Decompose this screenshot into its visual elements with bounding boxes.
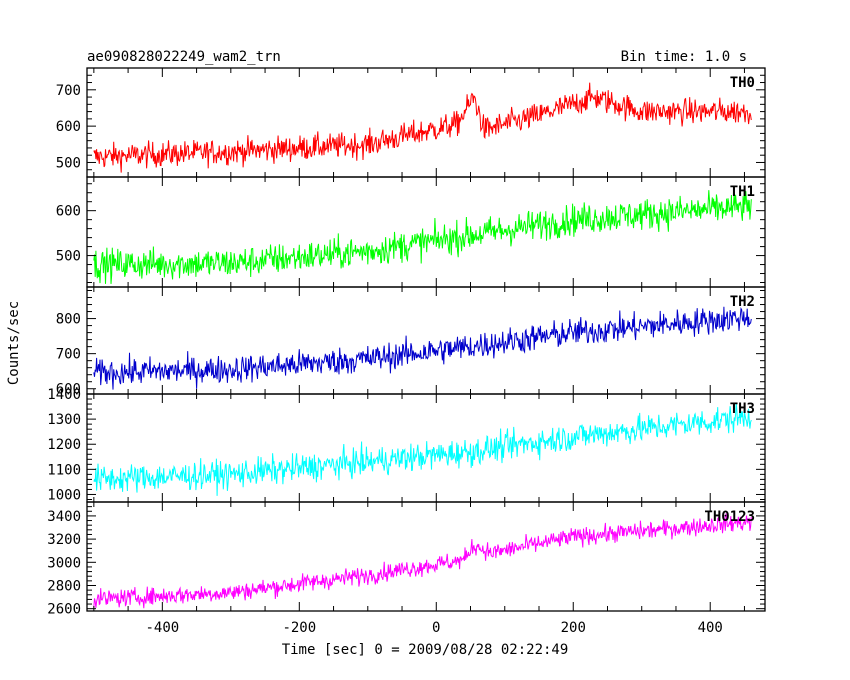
y-tick-label: 1400 xyxy=(47,387,81,403)
x-tick-label: -200 xyxy=(282,620,316,636)
panels-group: 500 600 700 TH0 500 600 TH1 600 700 800 TH2 1000 110… xyxy=(47,67,766,636)
x-tick-label: -400 xyxy=(145,620,179,636)
y-tick-label: 600 xyxy=(56,204,81,220)
y-tick-label: 2800 xyxy=(47,578,81,594)
x-tick-label: 0 xyxy=(432,620,440,636)
panel-label-th2: TH2 xyxy=(730,294,755,310)
y-tick-label: 600 xyxy=(56,382,81,398)
series-th1 xyxy=(93,190,752,284)
y-axis-label: Counts/sec xyxy=(6,301,22,385)
y-tick-label: 3000 xyxy=(47,555,81,571)
series-th0123 xyxy=(93,513,752,609)
series-th3 xyxy=(93,402,752,496)
panel-label-th3: TH3 xyxy=(730,401,755,417)
y-tick-label: 1000 xyxy=(47,487,81,503)
panel-label-th1: TH1 xyxy=(730,184,755,200)
y-tick-label: 3400 xyxy=(47,509,81,525)
panel-frame-th2 xyxy=(86,286,766,395)
y-tick-label: 500 xyxy=(56,249,81,265)
y-tick-label: 800 xyxy=(56,312,81,328)
y-tick-label: 600 xyxy=(56,119,81,135)
panel-frame-th0 xyxy=(86,67,766,178)
y-tick-label: 3200 xyxy=(47,532,81,548)
y-tick-label: 700 xyxy=(56,347,81,363)
x-axis-label: Time [sec] 0 = 2009/08/28 02:22:49 xyxy=(282,642,569,658)
x-tick-label: 200 xyxy=(561,620,586,636)
y-tick-label: 1200 xyxy=(47,437,81,453)
bin-time-label: Bin time: 1.0 s xyxy=(621,49,747,65)
y-tick-label: 700 xyxy=(56,83,81,99)
y-tick-label: 1100 xyxy=(47,462,81,478)
x-tick-label: 400 xyxy=(698,620,723,636)
chart-title: ae090828022249_wam2_trn xyxy=(87,49,281,65)
panel-frame-th0123 xyxy=(86,501,766,612)
series-th2 xyxy=(93,306,752,390)
y-tick-label: 2600 xyxy=(47,602,81,618)
series-th0 xyxy=(93,82,752,173)
y-tick-label: 500 xyxy=(56,155,81,171)
panel-label-th0123: TH0123 xyxy=(704,509,755,525)
y-tick-label: 1300 xyxy=(47,412,81,428)
panel-label-th0: TH0 xyxy=(730,75,755,91)
